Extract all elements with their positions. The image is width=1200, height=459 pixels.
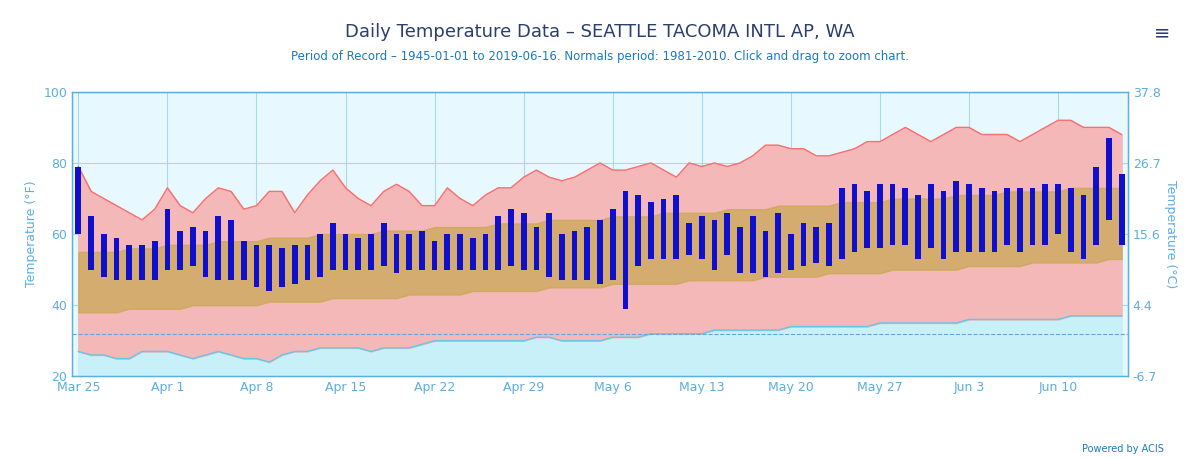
Bar xyxy=(661,198,666,259)
Bar xyxy=(280,248,284,287)
Bar xyxy=(762,230,768,277)
Bar xyxy=(534,227,539,269)
Bar xyxy=(902,188,908,245)
Bar xyxy=(152,241,157,280)
Bar xyxy=(457,234,463,269)
Bar xyxy=(482,234,488,269)
Bar xyxy=(953,181,959,252)
Bar xyxy=(852,184,857,252)
Bar xyxy=(571,230,577,280)
Bar xyxy=(190,227,196,266)
Bar xyxy=(343,234,348,269)
Bar xyxy=(432,241,438,269)
Bar xyxy=(966,184,972,252)
Bar xyxy=(1068,188,1074,252)
Bar xyxy=(394,234,400,273)
Bar xyxy=(89,216,94,269)
Bar xyxy=(788,234,793,269)
Bar xyxy=(1106,138,1111,220)
Bar xyxy=(800,224,806,266)
Bar xyxy=(712,220,718,269)
Text: Daily Temperature Data – SEATTLE TACOMA INTL AP, WA: Daily Temperature Data – SEATTLE TACOMA … xyxy=(346,23,854,41)
Bar xyxy=(216,216,221,280)
Bar xyxy=(750,216,756,273)
Bar xyxy=(559,234,565,280)
Bar xyxy=(178,230,184,269)
Bar xyxy=(508,209,514,266)
Bar xyxy=(139,245,145,280)
Bar xyxy=(725,213,730,255)
Bar xyxy=(496,216,502,269)
Bar xyxy=(648,202,654,259)
Bar xyxy=(610,209,616,280)
Bar xyxy=(1081,195,1086,259)
Bar xyxy=(991,191,997,252)
Bar xyxy=(444,234,450,269)
Bar xyxy=(470,238,475,269)
Bar xyxy=(864,191,870,248)
Bar xyxy=(380,224,386,266)
Bar xyxy=(241,241,247,280)
Bar xyxy=(686,224,692,255)
Bar xyxy=(419,230,425,269)
Bar xyxy=(1043,184,1048,245)
Bar xyxy=(114,238,119,280)
Bar xyxy=(1055,184,1061,234)
Bar xyxy=(1016,188,1022,252)
Bar xyxy=(317,234,323,277)
Text: Powered by ACIS: Powered by ACIS xyxy=(1082,444,1164,454)
Bar xyxy=(623,191,629,309)
Bar xyxy=(1093,167,1099,245)
Bar xyxy=(228,220,234,280)
Bar xyxy=(203,230,209,277)
Bar xyxy=(598,220,602,284)
Bar xyxy=(126,245,132,280)
Bar xyxy=(839,188,845,259)
Bar xyxy=(368,234,374,269)
Bar xyxy=(101,234,107,277)
Bar xyxy=(1030,188,1036,245)
Bar xyxy=(889,184,895,245)
Y-axis label: Temperature (°C): Temperature (°C) xyxy=(1164,180,1177,288)
Bar xyxy=(916,195,920,259)
Bar xyxy=(775,213,781,273)
Bar xyxy=(76,167,82,234)
Bar xyxy=(164,209,170,269)
Bar xyxy=(673,195,679,259)
Bar xyxy=(584,227,590,280)
Bar xyxy=(355,238,361,269)
Bar xyxy=(814,227,820,263)
Text: Period of Record – 1945-01-01 to 2019-06-16. Normals period: 1981-2010. Click an: Period of Record – 1945-01-01 to 2019-06… xyxy=(292,50,910,63)
Bar xyxy=(1118,174,1124,245)
Bar xyxy=(305,245,311,280)
Bar xyxy=(546,213,552,277)
Bar xyxy=(253,245,259,287)
Bar xyxy=(407,234,412,269)
Bar xyxy=(521,213,527,269)
Bar xyxy=(877,184,883,248)
Bar xyxy=(979,188,984,252)
Text: ≡: ≡ xyxy=(1153,23,1170,42)
Bar xyxy=(826,224,832,266)
Bar xyxy=(1004,188,1010,245)
Y-axis label: Temperature (°F): Temperature (°F) xyxy=(25,181,37,287)
Bar xyxy=(292,245,298,284)
Bar xyxy=(941,191,947,259)
Bar xyxy=(698,216,704,259)
Bar xyxy=(330,224,336,269)
Bar xyxy=(928,184,934,248)
Bar xyxy=(266,245,272,291)
Bar xyxy=(737,227,743,273)
Bar xyxy=(635,195,641,266)
